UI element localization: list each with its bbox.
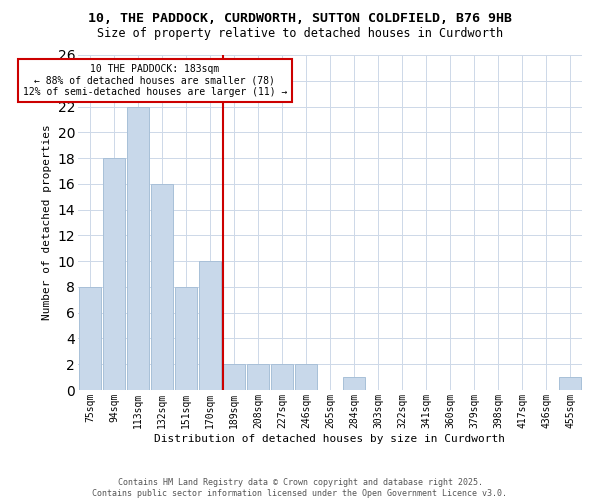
- Bar: [559, 377, 581, 390]
- Bar: [175, 287, 197, 390]
- X-axis label: Distribution of detached houses by size in Curdworth: Distribution of detached houses by size …: [155, 434, 505, 444]
- Bar: [295, 364, 317, 390]
- Bar: [199, 261, 221, 390]
- Bar: [127, 106, 149, 390]
- Bar: [247, 364, 269, 390]
- Bar: [151, 184, 173, 390]
- Bar: [223, 364, 245, 390]
- Bar: [271, 364, 293, 390]
- Text: 10, THE PADDOCK, CURDWORTH, SUTTON COLDFIELD, B76 9HB: 10, THE PADDOCK, CURDWORTH, SUTTON COLDF…: [88, 12, 512, 26]
- Text: 10 THE PADDOCK: 183sqm
← 88% of detached houses are smaller (78)
12% of semi-det: 10 THE PADDOCK: 183sqm ← 88% of detached…: [23, 64, 287, 97]
- Text: Size of property relative to detached houses in Curdworth: Size of property relative to detached ho…: [97, 28, 503, 40]
- Text: Contains HM Land Registry data © Crown copyright and database right 2025.
Contai: Contains HM Land Registry data © Crown c…: [92, 478, 508, 498]
- Bar: [343, 377, 365, 390]
- Y-axis label: Number of detached properties: Number of detached properties: [42, 124, 52, 320]
- Bar: [103, 158, 125, 390]
- Bar: [79, 287, 101, 390]
